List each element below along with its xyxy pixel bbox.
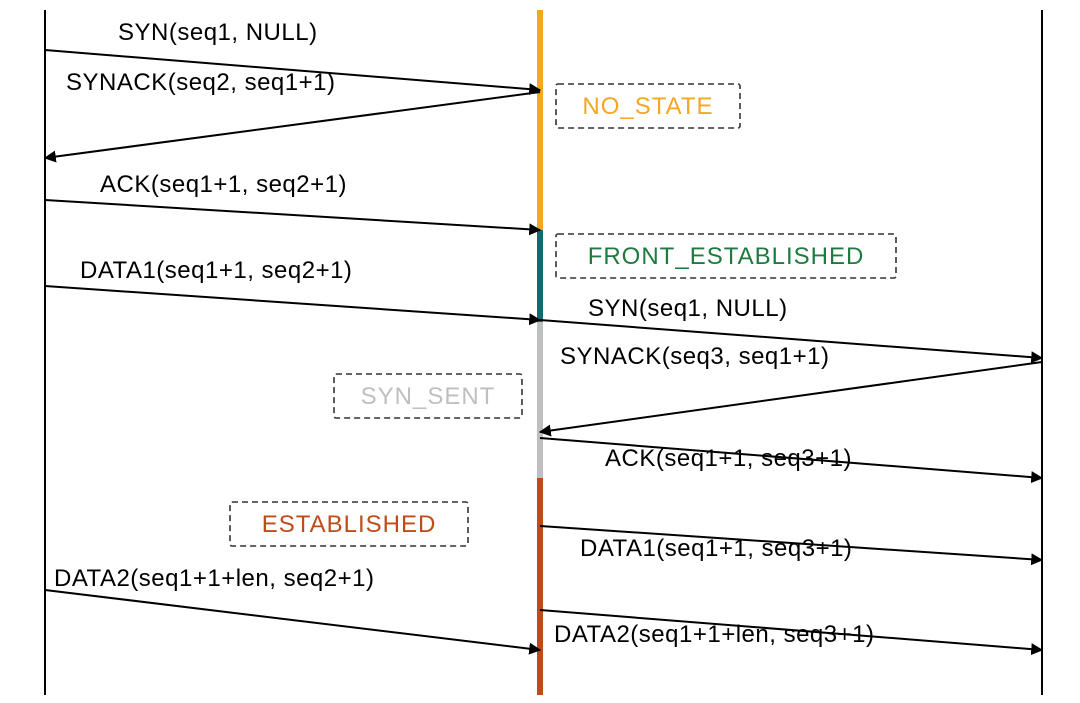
message-label-m7: ACK(seq1+1, seq3+1) — [605, 445, 852, 472]
message-label-m1: SYN(seq1, NULL) — [118, 19, 318, 46]
message-arrow-m6 — [540, 362, 1042, 432]
message-arrow-m4 — [45, 286, 540, 320]
state-no_state: NO_STATE — [556, 84, 740, 128]
state-front_established: FRONT_ESTABLISHED — [556, 234, 896, 278]
sequence-diagram: SYN(seq1, NULL) SYNACK(seq2, seq1+1) ACK(s… — [0, 0, 1080, 703]
state-syn_sent: SYN_SENT — [334, 374, 522, 418]
state-label-established: ESTABLISHED — [262, 511, 437, 538]
state-label-front_established: FRONT_ESTABLISHED — [588, 243, 865, 270]
message-label-m10: DATA2(seq1+1+len, seq3+1) — [554, 621, 874, 648]
state-established: ESTABLISHED — [230, 502, 468, 546]
message-label-m3: ACK(seq1+1, seq2+1) — [100, 171, 347, 198]
message-label-m4: DATA1(seq1+1, seq2+1) — [80, 257, 352, 284]
message-label-m5: SYN(seq1, NULL) — [588, 295, 788, 322]
message-arrow-m9 — [45, 590, 540, 650]
message-label-m6: SYNACK(seq3, seq1+1) — [560, 343, 829, 370]
message-label-m9: DATA2(seq1+1+len, seq2+1) — [54, 565, 374, 592]
state-label-syn_sent: SYN_SENT — [361, 383, 496, 410]
message-label-m8: DATA1(seq1+1, seq3+1) — [580, 535, 852, 562]
message-label-m2: SYNACK(seq2, seq1+1) — [66, 69, 335, 96]
message-arrow-m2 — [45, 92, 540, 158]
message-arrow-m3 — [45, 200, 540, 230]
state-label-no_state: NO_STATE — [582, 93, 713, 120]
